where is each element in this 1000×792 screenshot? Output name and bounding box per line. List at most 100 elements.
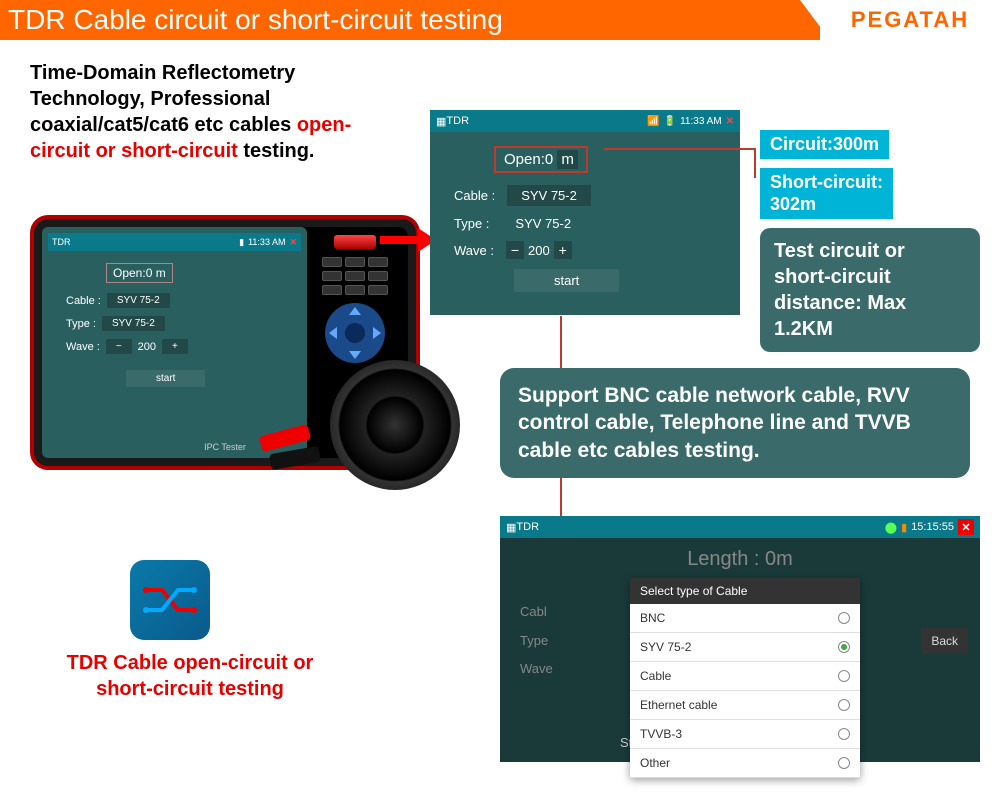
black-clip — [269, 446, 321, 470]
big-wave-row: Wave : − 200 + — [454, 241, 716, 259]
circuit-callout: Circuit:300m — [760, 130, 889, 159]
header-title: TDR Cable circuit or short-circuit testi… — [8, 4, 503, 36]
side-label-cable: Cabl — [520, 598, 553, 627]
time-small: 11:33 AM — [248, 237, 285, 247]
side-label-type: Type — [520, 627, 553, 656]
wave-value-small: 200 — [138, 341, 156, 353]
type-label-small: Type : — [66, 318, 96, 330]
side-label-wave: Wave — [520, 655, 553, 684]
back-button[interactable]: Back — [921, 628, 968, 654]
dpad-left[interactable] — [329, 327, 337, 339]
enlarged-tdr-screen: ▦ TDR 📶 🔋 11:33 AM ✕ Open:0 m Cable :SYV… — [430, 110, 740, 315]
ctrl-btn-1[interactable] — [322, 257, 342, 267]
shot2-time: 15:15:55 — [911, 521, 954, 533]
select-cable-dialog: Select type of Cable BNCSYV 75-2CableEth… — [630, 578, 860, 778]
battery-icon: ▮ — [239, 237, 244, 248]
battery-icon: ▮ — [901, 521, 907, 534]
close-icon[interactable]: ✕ — [958, 519, 974, 535]
radio-icon[interactable] — [838, 699, 850, 711]
wave-label-small: Wave : — [66, 341, 100, 353]
device-screen: TDR ▮ 11:33 AM ✕ Open:0 m Cable :SYV 75-… — [42, 227, 307, 458]
length-reading: Length : 0m — [510, 548, 970, 571]
device-screen-content: Open:0 m Cable :SYV 75-2 Type :SYV 75-2 … — [48, 251, 301, 399]
big-cable-label: Cable : — [454, 188, 495, 203]
big-start-button[interactable]: start — [514, 269, 619, 292]
radio-icon[interactable] — [838, 670, 850, 682]
ctrl-btn-6[interactable] — [368, 271, 388, 281]
description-text: Time-Domain Reflectometry Technology, Pr… — [30, 60, 390, 164]
app-title-small: TDR — [52, 237, 71, 247]
shot2-status-bar: ▦ TDR ⬤ ▮ 15:15:55 ✕ — [500, 516, 980, 538]
start-button-small[interactable]: start — [126, 370, 205, 387]
ctrl-btn-3[interactable] — [368, 257, 388, 267]
brand-logo: PEGATAH — [851, 7, 969, 33]
ctrl-btn-5[interactable] — [345, 271, 365, 281]
wave-minus-small[interactable]: − — [106, 339, 132, 354]
cable-option-syv-75-2[interactable]: SYV 75-2 — [630, 633, 860, 662]
type-value-small[interactable]: SYV 75-2 — [102, 316, 165, 331]
header-brand-area: PEGATAH — [820, 0, 1000, 40]
wave-row-small: Wave :−200 + — [66, 339, 283, 354]
shot2-side-labels: Cabl Type Wave — [520, 598, 553, 684]
battery-icon: 🔋 — [664, 116, 676, 127]
tdr-icon-label: TDR Cable open-circuit or short-circuit … — [50, 650, 330, 702]
device-brand-label: IPC Tester — [204, 442, 246, 452]
radio-icon[interactable] — [838, 757, 850, 769]
power-button[interactable] — [334, 235, 376, 249]
big-type-label: Type : — [454, 216, 489, 231]
radio-icon[interactable] — [838, 641, 850, 653]
ctrl-btn-8[interactable] — [345, 285, 365, 295]
description-part1: Time-Domain Reflectometry Technology, Pr… — [30, 62, 297, 136]
support-cables-callout: Support BNC cable network cable, RVV con… — [500, 368, 970, 478]
ctrl-btn-7[interactable] — [322, 285, 342, 295]
wifi-icon: ⬤ — [885, 521, 897, 534]
tdr-icon: ▦ — [436, 115, 446, 128]
tdr-icon: ▦ — [506, 521, 516, 534]
cable-label-small: Cable : — [66, 295, 101, 307]
big-wave-value: 200 — [528, 243, 550, 258]
dpad-right[interactable] — [373, 327, 381, 339]
cable-cross-icon — [142, 572, 198, 628]
cable-value-small[interactable]: SYV 75-2 — [107, 293, 170, 308]
open-reading-small: Open:0 m — [106, 263, 173, 283]
big-wave-label: Wave : — [454, 243, 494, 258]
ctrl-btn-4[interactable] — [322, 271, 342, 281]
device-status-bar: TDR ▮ 11:33 AM ✕ — [48, 233, 301, 251]
wave-plus-small[interactable]: + — [162, 339, 188, 354]
tdr-app-icon — [130, 560, 210, 640]
radio-icon[interactable] — [838, 612, 850, 624]
cable-type-dialog-screenshot: ▦ TDR ⬤ ▮ 15:15:55 ✕ Length : 0m Cabl Ty… — [500, 516, 980, 762]
dpad-up[interactable] — [349, 307, 361, 315]
close-icon[interactable]: ✕ — [726, 116, 734, 127]
status-bar-right: ▮ 11:33 AM ✕ — [239, 237, 297, 248]
big-type-row: Type : SYV 75-2 — [454, 216, 716, 231]
close-icon[interactable]: ✕ — [289, 237, 297, 248]
radio-icon[interactable] — [838, 728, 850, 740]
test-clips — [260, 430, 380, 480]
big-status-bar: ▦ TDR 📶 🔋 11:33 AM ✕ — [430, 110, 740, 132]
callout-line-1b — [754, 148, 756, 178]
description-part2: testing. — [243, 140, 314, 162]
shot2-app-title: TDR — [516, 521, 539, 533]
dpad-down[interactable] — [349, 351, 361, 359]
wave-plus-button[interactable]: + — [554, 241, 572, 259]
cable-option-tvvb-3[interactable]: TVVB-3 — [630, 720, 860, 749]
wave-minus-button[interactable]: − — [506, 241, 524, 259]
big-cable-row: Cable : SYV 75-2 — [454, 185, 716, 206]
big-time: 11:33 AM — [680, 116, 722, 127]
ctrl-btn-2[interactable] — [345, 257, 365, 267]
ctrl-btn-9[interactable] — [368, 285, 388, 295]
cable-option-ethernet-cable[interactable]: Ethernet cable — [630, 691, 860, 720]
cable-option-other[interactable]: Other — [630, 749, 860, 778]
dialog-title: Select type of Cable — [630, 578, 860, 604]
big-screen-content: Open:0 m Cable :SYV 75-2 Type :SYV 75-2 … — [430, 132, 740, 306]
big-cable-value[interactable]: SYV 75-2 — [507, 185, 591, 206]
short-circuit-callout: Short-circuit: 302m — [760, 168, 893, 219]
cable-option-bnc[interactable]: BNC — [630, 604, 860, 633]
callout-line-1 — [604, 148, 756, 150]
cable-option-cable[interactable]: Cable — [630, 662, 860, 691]
dpad[interactable] — [325, 303, 385, 363]
max-distance-callout: Test circuit or short-circuit distance: … — [760, 228, 980, 352]
dpad-center[interactable] — [345, 323, 365, 343]
big-type-value: SYV 75-2 — [501, 216, 571, 231]
